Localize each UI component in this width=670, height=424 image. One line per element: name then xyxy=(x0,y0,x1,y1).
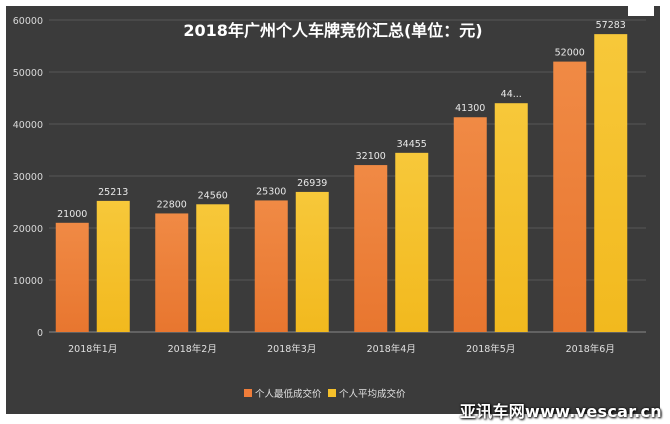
bar-min xyxy=(55,222,89,332)
y-tick-label: 0 xyxy=(37,328,43,339)
legend-label: 个人最低成交价 xyxy=(255,388,322,400)
y-tick-label: 30000 xyxy=(13,172,43,183)
bar-min xyxy=(354,165,388,332)
data-label: 24560 xyxy=(198,190,228,201)
y-tick-label: 60000 xyxy=(13,16,43,27)
data-label: 44... xyxy=(501,89,522,100)
data-label: 22800 xyxy=(157,199,187,210)
data-label: 32100 xyxy=(356,151,386,162)
bar-min xyxy=(453,117,487,333)
corner-notch xyxy=(628,6,654,16)
bar-avg xyxy=(295,191,329,332)
legend-swatch xyxy=(328,389,336,397)
data-label: 34455 xyxy=(397,139,427,150)
bar-avg xyxy=(395,152,429,332)
y-tick-label: 20000 xyxy=(13,224,43,235)
data-label: 25300 xyxy=(256,186,286,197)
bar-min xyxy=(254,200,288,332)
x-tick-label: 2018年4月 xyxy=(367,343,416,355)
data-label: 26939 xyxy=(297,178,327,189)
bar-chart: 0 10000 20000 30000 40000 50000 60000 21000 252… xyxy=(13,16,646,400)
bar-min xyxy=(553,61,587,332)
bar-avg xyxy=(594,34,628,332)
y-tick-label: 40000 xyxy=(13,120,43,131)
legend-label: 个人平均成交价 xyxy=(339,388,406,400)
x-tick-label: 2018年3月 xyxy=(267,343,316,355)
x-tick-label: 2018年6月 xyxy=(566,343,615,355)
x-tick-label: 2018年1月 xyxy=(68,343,117,355)
x-tick-label: 2018年5月 xyxy=(466,343,515,355)
data-label: 25213 xyxy=(98,187,128,198)
y-tick-label: 10000 xyxy=(13,276,43,287)
legend-swatch xyxy=(244,389,252,397)
bar-avg xyxy=(494,103,528,332)
y-tick-label: 50000 xyxy=(13,68,43,79)
watermark: 亚讯车网www.vescar.cn xyxy=(459,402,662,421)
bar-avg xyxy=(196,204,230,332)
chart-frame: 0 10000 20000 30000 40000 50000 60000 21000 252… xyxy=(6,6,660,414)
x-tick-label: 2018年2月 xyxy=(168,343,217,355)
data-label: 21000 xyxy=(57,209,87,220)
data-label: 52000 xyxy=(555,48,585,59)
bar-avg xyxy=(96,200,130,332)
data-label: 57283 xyxy=(596,20,626,31)
bar-min xyxy=(155,213,189,332)
legend: 个人最低成交价 个人平均成交价 xyxy=(244,388,406,400)
chart-title: 2018年广州个人车牌竞价汇总(单位：元) xyxy=(183,21,482,40)
data-label: 41300 xyxy=(455,103,485,114)
